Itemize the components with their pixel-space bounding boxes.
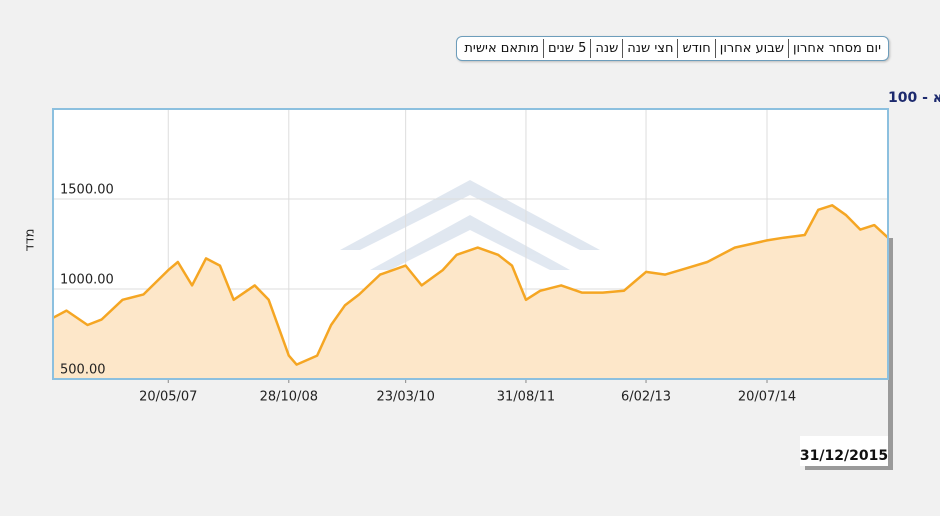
y-tick-label: 1000.00 xyxy=(60,273,114,288)
x-tick-label: 20/05/07 xyxy=(139,390,197,405)
x-tick-label: 20/07/14 xyxy=(738,390,796,405)
y-tick-label: 1500.00 xyxy=(60,183,114,198)
x-tick-label: 31/08/11 xyxy=(497,390,555,405)
date-box xyxy=(800,436,888,466)
range-button[interactable]: יום מסחר אחרון xyxy=(787,39,885,58)
range-button[interactable]: 5 שנים xyxy=(543,39,590,58)
range-button[interactable]: חצי שנה xyxy=(622,39,677,58)
range-buttons: יום מסחר אחרון שבוע אחרון חודש חצי שנה שנה 5 … xyxy=(456,36,889,61)
x-tick-label: 23/03/10 xyxy=(376,390,434,405)
range-button[interactable]: חודש xyxy=(677,39,714,58)
chart-title: גרף שערים - ת"א - 100 xyxy=(888,90,940,106)
watermark xyxy=(340,180,600,270)
x-tick-label: 6/02/13 xyxy=(621,390,671,405)
x-tick-label: 28/10/08 xyxy=(260,390,318,405)
range-button[interactable]: מותאם אישית xyxy=(464,41,539,56)
price-line xyxy=(52,204,889,366)
date-label: 31/12/2015 xyxy=(800,448,888,464)
area xyxy=(53,205,888,379)
y-tick-label: 500.00 xyxy=(60,363,106,378)
y-axis-label: מדד xyxy=(23,228,38,251)
plot-border xyxy=(52,108,889,380)
range-button[interactable]: שבוע אחרון xyxy=(714,39,788,58)
range-button[interactable]: שנה xyxy=(590,39,622,58)
shadow xyxy=(888,238,893,470)
